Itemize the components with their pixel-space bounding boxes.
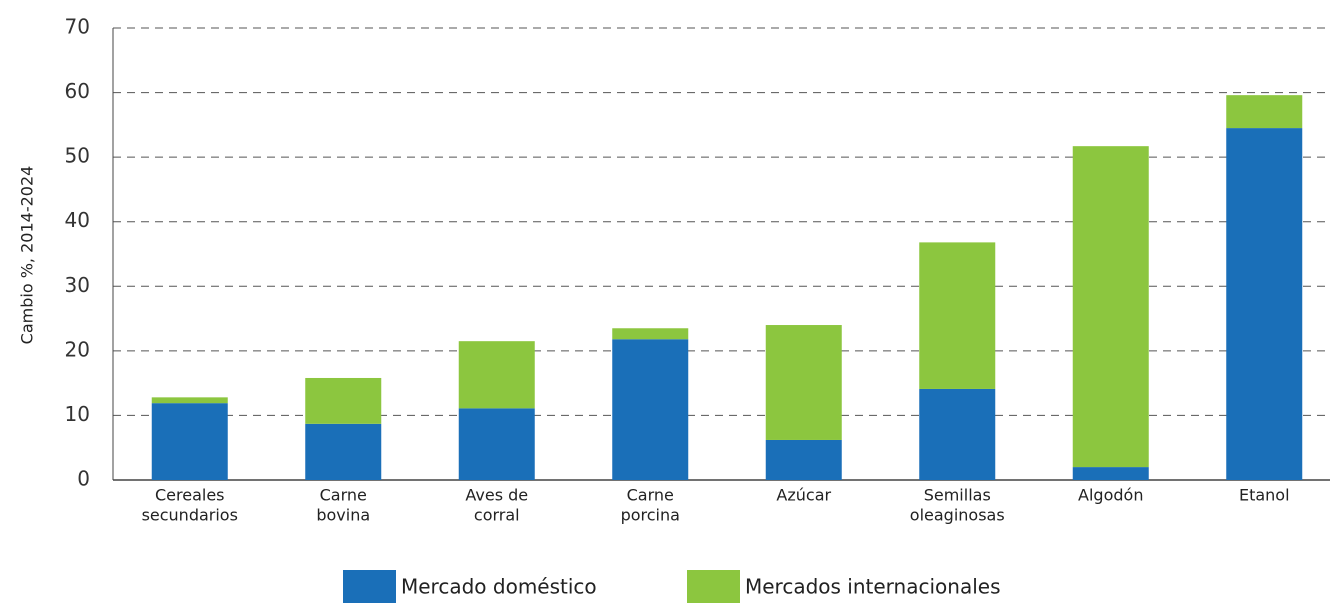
bar-segment	[1072, 146, 1149, 468]
y-tick-label: 50	[65, 144, 90, 168]
legend-swatch	[687, 570, 740, 603]
y-tick-label: 0	[77, 467, 90, 491]
y-tick-label: 10	[65, 402, 90, 426]
x-tick-label: Aves de	[465, 486, 528, 505]
bar-segment	[305, 423, 382, 480]
y-axis-title: Cambio %, 2014-2024	[18, 166, 37, 345]
x-tick-label: porcina	[621, 506, 680, 525]
legend-label: Mercados internacionales	[745, 575, 1001, 599]
x-tick-label: secundarios	[142, 506, 238, 525]
bar-segment	[458, 408, 535, 480]
y-tick-label: 40	[65, 208, 90, 232]
x-tick-label: Semillas	[924, 486, 991, 505]
x-tick-label: oleaginosas	[910, 506, 1005, 525]
x-tick-label: Algodón	[1078, 486, 1143, 505]
bar-segment	[1072, 467, 1149, 480]
bar-segment	[765, 325, 842, 440]
x-tick-label: bovina	[316, 506, 370, 525]
bar-segment	[458, 341, 535, 409]
x-tick-label: Carne	[627, 486, 674, 505]
legend-label: Mercado doméstico	[401, 575, 597, 599]
bar-segment	[1226, 95, 1303, 129]
bar-segment	[151, 403, 228, 480]
bar-segment	[305, 377, 382, 424]
bar-segment	[612, 339, 689, 480]
x-tick-label: corral	[474, 506, 520, 525]
legend-swatch	[343, 570, 396, 603]
bar-segment	[612, 328, 689, 340]
x-tick-label: Etanol	[1239, 486, 1290, 505]
bar-segment	[919, 242, 996, 389]
x-tick-label: Azúcar	[776, 486, 831, 505]
x-tick-label: Cereales	[155, 486, 225, 505]
bar-segment	[765, 439, 842, 480]
bar-segment	[151, 397, 228, 404]
bar-segment	[1226, 128, 1303, 481]
y-tick-label: 60	[65, 79, 90, 103]
y-tick-label: 30	[65, 273, 90, 297]
y-tick-label: 70	[65, 15, 90, 39]
x-tick-label: Carne	[320, 486, 367, 505]
bar-segment	[919, 388, 996, 480]
y-tick-label: 20	[65, 337, 90, 361]
